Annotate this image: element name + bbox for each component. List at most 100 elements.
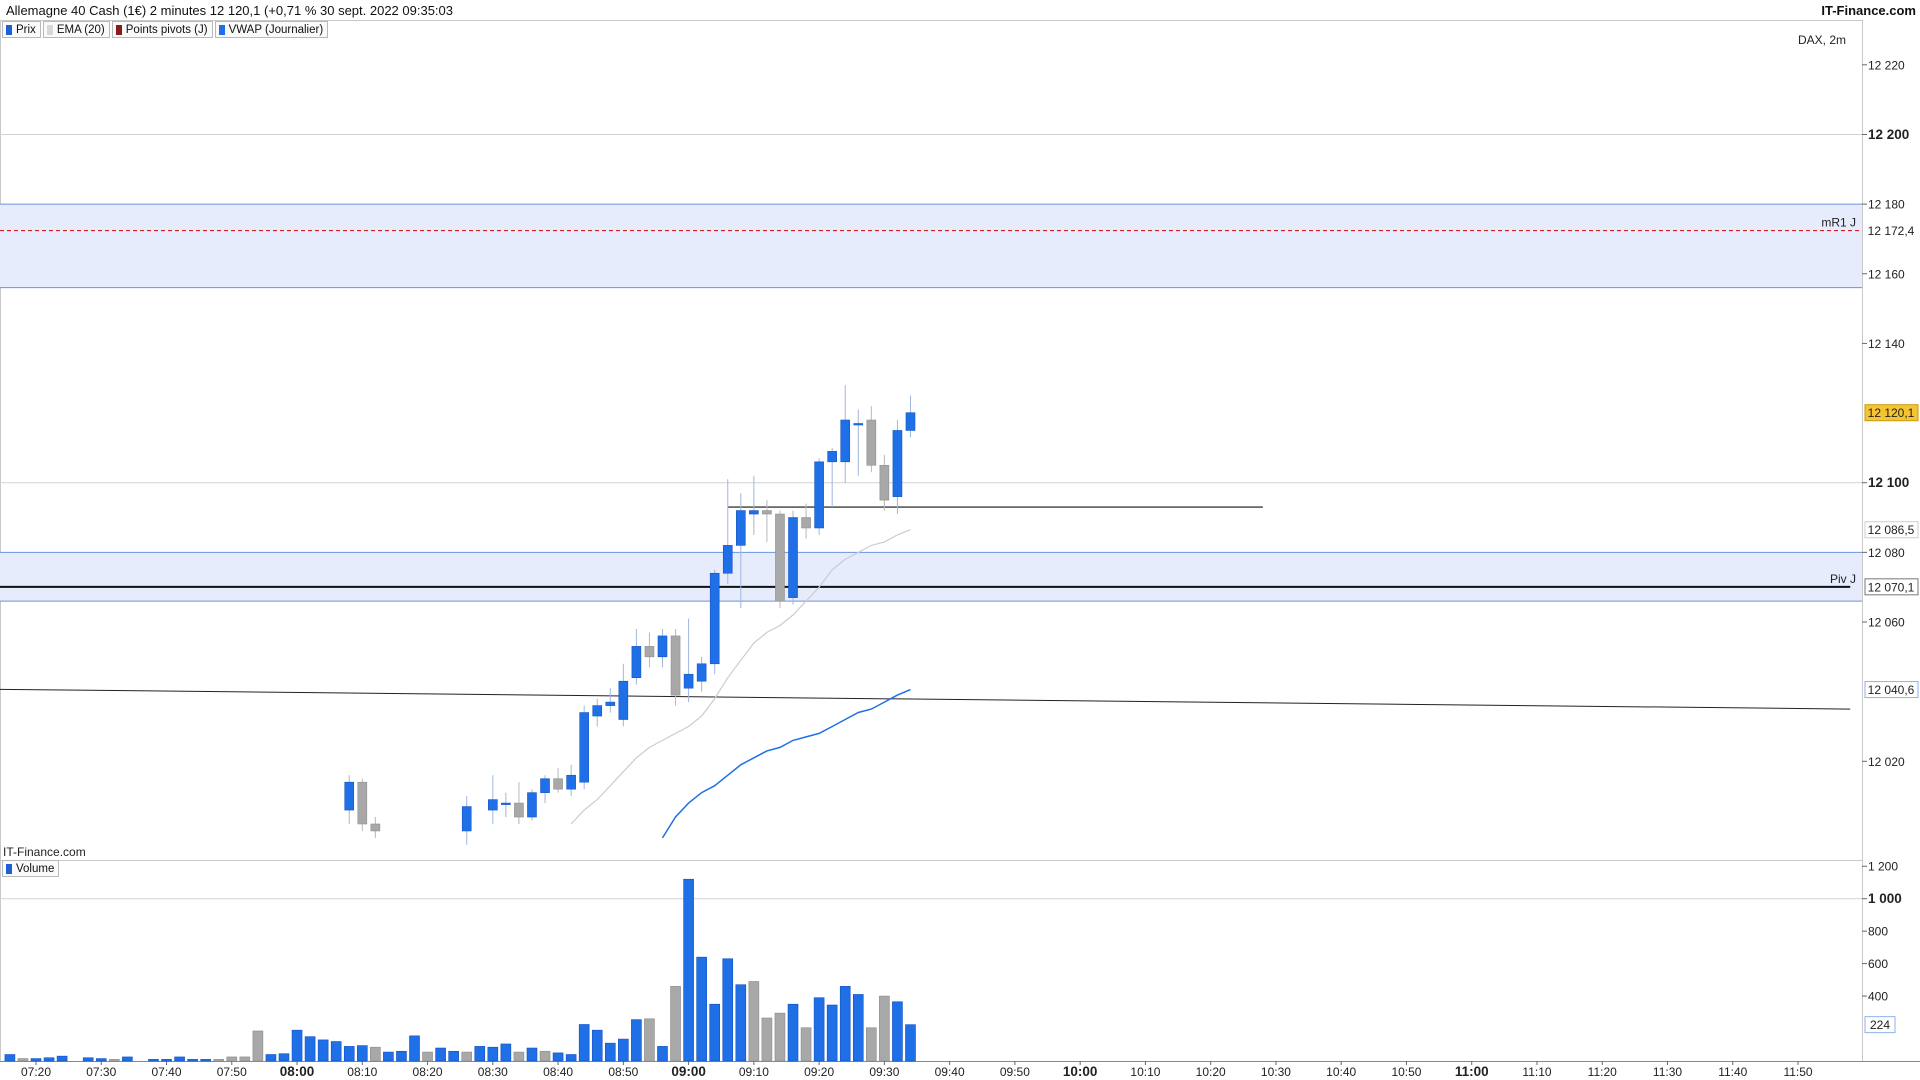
candle-body	[709, 572, 720, 665]
volume-bar	[591, 1029, 603, 1062]
volume-legend-item-0[interactable]: Volume	[2, 860, 60, 877]
price-tick-label: 12 180	[1868, 198, 1905, 212]
brand-label: IT-Finance.com	[1821, 3, 1916, 18]
price-tick-label: 12 200	[1868, 127, 1909, 142]
candle-body	[788, 517, 798, 598]
time-tick-label: 07:40	[152, 1065, 182, 1079]
volume-bar	[578, 1024, 590, 1062]
volume-bar	[487, 1046, 499, 1062]
candle-body	[670, 635, 681, 696]
volume-bar	[278, 1053, 290, 1062]
volume-bar	[30, 1058, 42, 1062]
volume-bar	[396, 1050, 407, 1062]
volume-bar	[852, 994, 864, 1062]
legend-label: VWAP (Journalier)	[228, 23, 324, 36]
candle-body	[579, 712, 589, 783]
volume-bar	[82, 1057, 94, 1062]
time-tick-label: 08:50	[608, 1065, 638, 1079]
time-tick-label: 08:40	[543, 1065, 573, 1079]
candle-body	[696, 663, 707, 682]
volume-tick-label: 600	[1868, 957, 1888, 971]
price-marker-label: 12 120,1	[1868, 406, 1915, 420]
volume-bar	[683, 878, 694, 1062]
time-tick-label: 10:40	[1326, 1065, 1356, 1079]
volume-bar	[343, 1046, 355, 1062]
volume-bar	[226, 1056, 238, 1062]
candle-body	[618, 680, 629, 720]
time-tick-label: 11:00	[1455, 1064, 1489, 1079]
volume-bar	[356, 1045, 368, 1062]
volume-bar	[265, 1054, 277, 1062]
candle-body	[566, 774, 576, 790]
time-tick-label: 11:10	[1522, 1065, 1551, 1079]
volume-bar	[43, 1057, 55, 1062]
volume-bar	[539, 1050, 551, 1062]
volume-bar	[670, 986, 681, 1062]
pivot-zone-0	[0, 204, 1862, 288]
volume-bar	[448, 1050, 459, 1062]
chart-watermark: DAX, 2m	[1798, 33, 1846, 47]
time-tick-label: 09:30	[869, 1065, 899, 1079]
volume-bar	[618, 1038, 629, 1062]
volume-bar	[409, 1035, 420, 1062]
volume-bar	[148, 1059, 159, 1062]
legend-swatch-icon	[6, 24, 12, 35]
time-tick-label: 07:50	[217, 1065, 247, 1079]
volume-bar	[774, 1012, 786, 1062]
volume-bar	[213, 1059, 225, 1062]
volume-last-label: 224	[1870, 1018, 1890, 1032]
volume-bar	[905, 1024, 916, 1062]
time-tick-label: 08:00	[280, 1064, 315, 1079]
price-marker-label: 12 040,6	[1868, 683, 1915, 697]
candle-body	[605, 701, 616, 706]
price-legend-item-3[interactable]: VWAP (Journalier)	[214, 21, 329, 38]
price-marker-box	[1864, 521, 1919, 539]
instrument-title: Allemagne 40 Cash (1€) 2 minutes 12 120,…	[6, 3, 453, 18]
price-legend-item-0[interactable]: Prix	[2, 21, 41, 38]
candle-body	[801, 517, 811, 529]
volume-bar	[435, 1047, 446, 1062]
candle-body	[370, 823, 381, 832]
volume-bar	[174, 1056, 185, 1062]
price-tick-label: 12 140	[1868, 337, 1905, 351]
volume-bar	[604, 1042, 616, 1062]
volume-bar	[17, 1058, 29, 1062]
volume-bar	[370, 1046, 381, 1062]
candle-body	[357, 781, 368, 825]
candle-body	[722, 545, 733, 574]
candle-body	[631, 646, 642, 679]
legend-label: EMA (20)	[56, 23, 105, 36]
candle-body	[488, 799, 498, 811]
time-tick-label: 10:00	[1063, 1064, 1098, 1079]
volume-bar	[826, 1004, 838, 1062]
volume-bar	[252, 1030, 264, 1062]
time-tick-label: 10:20	[1196, 1065, 1226, 1079]
candle-body	[514, 802, 524, 818]
time-tick-label: 11:30	[1653, 1065, 1682, 1079]
price-legend-item-2[interactable]: Points pivots (J)	[111, 21, 213, 38]
volume-bar	[109, 1059, 120, 1062]
volume-bar	[657, 1046, 668, 1062]
ema-line	[570, 529, 911, 825]
candle-body	[553, 778, 563, 790]
time-tick-label: 08:10	[347, 1065, 377, 1079]
volume-tick-label: 400	[1868, 990, 1888, 1004]
price-tick-label: 12 020	[1868, 755, 1905, 769]
price-legend-item-1[interactable]: EMA (20)	[42, 21, 110, 38]
volume-bar	[787, 1003, 799, 1062]
candle-body	[501, 802, 511, 805]
candle-body	[879, 464, 890, 501]
volume-bar	[696, 956, 707, 1062]
time-tick-label: 09:00	[671, 1064, 706, 1079]
price-marker-label: 12 172,4	[1868, 224, 1915, 238]
price-marker-box	[1864, 404, 1919, 422]
candles-group	[344, 385, 916, 845]
candle-body	[775, 513, 785, 602]
volume-bar	[813, 997, 825, 1062]
time-tick-label: 10:10	[1130, 1065, 1160, 1079]
volume-bar	[709, 1003, 721, 1062]
volume-bar	[422, 1051, 433, 1062]
volume-bar	[330, 1041, 342, 1062]
chart-header: Allemagne 40 Cash (1€) 2 minutes 12 120,…	[0, 0, 1920, 20]
